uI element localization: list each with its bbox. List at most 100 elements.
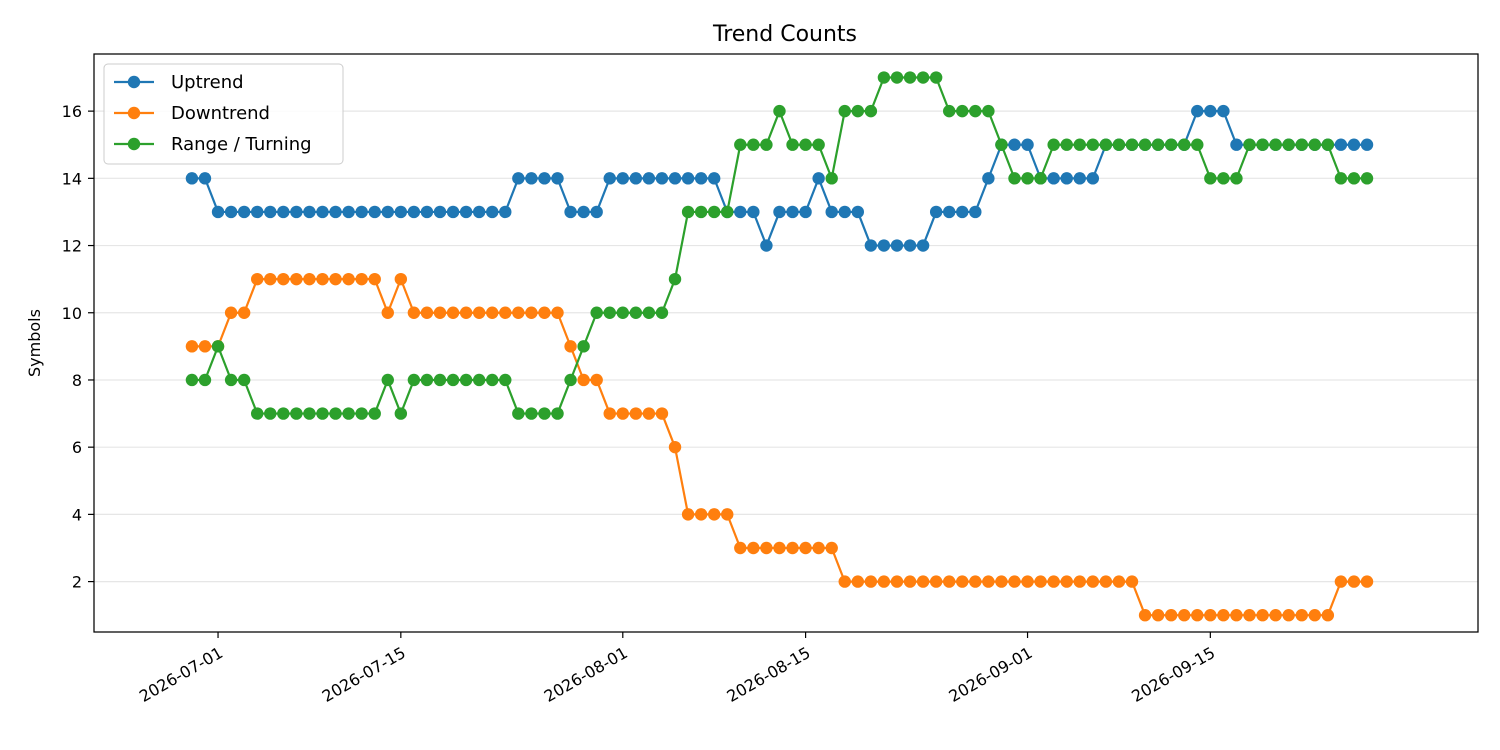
y-tick-label: 16 — [62, 102, 82, 121]
data-point — [394, 272, 408, 286]
data-point — [420, 306, 434, 319]
data-point — [1138, 138, 1152, 151]
data-point — [198, 340, 212, 353]
data-point — [681, 205, 695, 219]
data-point — [355, 272, 368, 286]
legend-label: Uptrend — [171, 72, 244, 93]
data-point — [381, 205, 394, 219]
data-point — [1047, 172, 1060, 185]
data-point — [969, 575, 982, 588]
data-point — [1243, 138, 1256, 151]
data-point — [472, 306, 486, 319]
data-point — [264, 205, 277, 219]
data-point — [290, 272, 303, 286]
data-point — [799, 205, 812, 219]
data-point — [407, 373, 421, 387]
data-point — [773, 541, 786, 555]
data-point — [368, 407, 381, 420]
data-point — [512, 407, 525, 420]
data-point — [929, 205, 943, 219]
data-point — [277, 272, 290, 286]
data-point — [1138, 609, 1152, 622]
data-point — [251, 272, 264, 286]
data-point — [590, 373, 603, 387]
data-point — [799, 541, 812, 555]
data-point — [394, 407, 408, 420]
data-point — [1256, 609, 1269, 622]
data-point — [433, 373, 447, 387]
data-point — [903, 575, 917, 588]
data-point — [329, 407, 342, 420]
y-tick-label: 10 — [62, 304, 82, 323]
data-point — [446, 373, 460, 387]
data-point — [1295, 609, 1308, 622]
data-point — [1191, 138, 1204, 151]
data-point — [290, 407, 303, 420]
data-point — [1125, 575, 1139, 588]
legend-marker — [127, 75, 141, 89]
data-point — [1021, 138, 1034, 151]
data-point — [1125, 138, 1139, 151]
data-point — [629, 407, 643, 420]
data-point — [251, 205, 264, 219]
legend-box — [103, 63, 344, 165]
data-point — [277, 407, 290, 420]
data-point — [512, 306, 525, 319]
data-point — [642, 306, 656, 319]
data-point — [877, 239, 891, 252]
data-point — [851, 104, 865, 118]
data-point — [1151, 609, 1165, 622]
data-point — [368, 272, 381, 286]
data-point — [1191, 609, 1204, 622]
data-point — [525, 172, 538, 185]
data-point — [251, 407, 264, 420]
data-point — [381, 373, 394, 387]
y-tick-label: 14 — [62, 169, 82, 188]
data-point — [486, 306, 499, 319]
y-axis-label: Symbols — [25, 309, 44, 377]
data-point — [525, 306, 538, 319]
data-point — [1021, 575, 1034, 588]
data-point — [551, 172, 564, 185]
data-point — [1073, 138, 1086, 151]
data-point — [420, 205, 434, 219]
data-point — [851, 205, 865, 219]
data-point — [590, 205, 603, 219]
data-point — [747, 138, 760, 151]
chart-title: Trend Counts — [712, 22, 857, 47]
data-point — [734, 138, 747, 151]
data-point — [486, 205, 499, 219]
data-point — [773, 104, 786, 118]
data-point — [486, 373, 499, 387]
data-point — [799, 138, 812, 151]
data-point — [407, 306, 421, 319]
data-point — [1360, 138, 1374, 151]
data-point — [211, 205, 225, 219]
data-point — [538, 172, 551, 185]
data-point — [198, 172, 212, 185]
data-point — [303, 205, 316, 219]
data-point — [316, 407, 329, 420]
data-point — [694, 205, 708, 219]
data-point — [825, 172, 838, 185]
data-point — [864, 104, 878, 118]
data-point — [1347, 575, 1361, 588]
series-range-turning — [185, 71, 1374, 420]
data-point — [420, 373, 434, 387]
legend-label: Downtrend — [171, 103, 270, 124]
data-point — [342, 272, 355, 286]
data-point — [551, 407, 564, 420]
data-point — [185, 373, 199, 387]
data-point — [603, 306, 616, 319]
data-point — [499, 205, 512, 219]
data-point — [760, 138, 773, 151]
data-point — [1034, 172, 1047, 185]
data-point — [1282, 609, 1295, 622]
data-point — [616, 306, 629, 319]
data-point — [1034, 575, 1047, 588]
data-point — [459, 373, 473, 387]
data-point — [1164, 138, 1178, 151]
data-point — [1347, 138, 1361, 151]
data-point — [969, 205, 982, 219]
data-point — [721, 205, 734, 219]
